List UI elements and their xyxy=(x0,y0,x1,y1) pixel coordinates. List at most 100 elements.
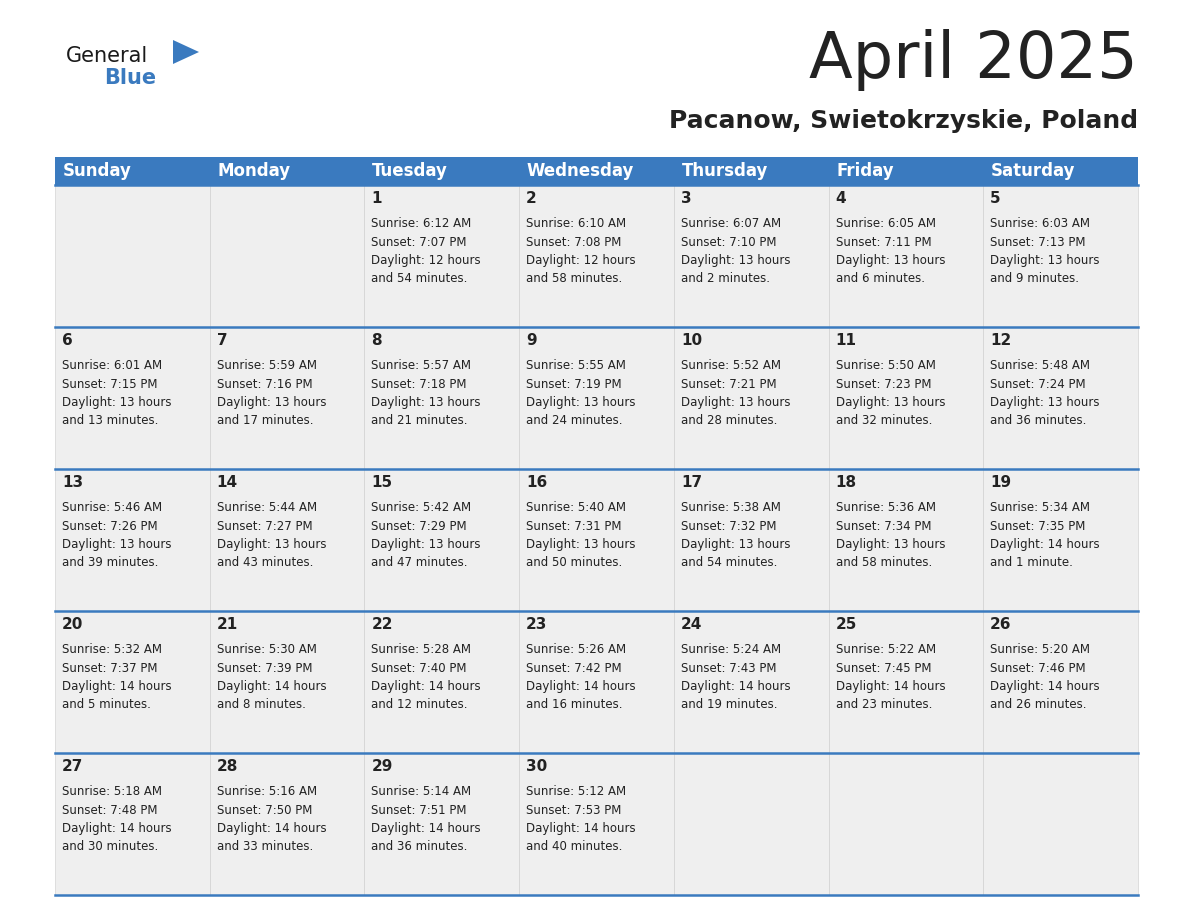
Bar xyxy=(365,157,519,185)
Text: Saturday: Saturday xyxy=(991,162,1075,180)
Text: Daylight: 14 hours: Daylight: 14 hours xyxy=(372,822,481,835)
Text: Sunset: 7:21 PM: Sunset: 7:21 PM xyxy=(681,377,777,390)
Text: Sunset: 7:31 PM: Sunset: 7:31 PM xyxy=(526,520,621,532)
Text: 24: 24 xyxy=(681,617,702,632)
Text: and 50 minutes.: and 50 minutes. xyxy=(526,556,623,569)
Text: 9: 9 xyxy=(526,333,537,348)
Text: Sunrise: 5:50 AM: Sunrise: 5:50 AM xyxy=(835,359,935,372)
Text: Tuesday: Tuesday xyxy=(372,162,448,180)
Text: 19: 19 xyxy=(991,475,1011,490)
Text: Sunset: 7:40 PM: Sunset: 7:40 PM xyxy=(372,662,467,675)
Bar xyxy=(365,469,519,611)
Text: Sunset: 7:51 PM: Sunset: 7:51 PM xyxy=(372,803,467,816)
Bar xyxy=(365,185,519,327)
Text: Daylight: 13 hours: Daylight: 13 hours xyxy=(835,254,944,267)
Text: Daylight: 14 hours: Daylight: 14 hours xyxy=(62,822,171,835)
Text: Sunrise: 6:12 AM: Sunrise: 6:12 AM xyxy=(372,217,472,230)
Text: and 12 minutes.: and 12 minutes. xyxy=(372,699,468,711)
Text: 6: 6 xyxy=(62,333,72,348)
Bar xyxy=(55,185,210,327)
Text: Sunset: 7:50 PM: Sunset: 7:50 PM xyxy=(216,803,312,816)
Text: Daylight: 13 hours: Daylight: 13 hours xyxy=(681,396,790,409)
Text: Daylight: 13 hours: Daylight: 13 hours xyxy=(991,396,1100,409)
Text: 3: 3 xyxy=(681,191,691,206)
Text: 2: 2 xyxy=(526,191,537,206)
Bar xyxy=(828,753,984,895)
Text: Sunrise: 5:30 AM: Sunrise: 5:30 AM xyxy=(216,643,316,656)
Text: Sunrise: 5:16 AM: Sunrise: 5:16 AM xyxy=(216,785,317,798)
Text: General: General xyxy=(67,46,148,66)
Text: Sunrise: 6:05 AM: Sunrise: 6:05 AM xyxy=(835,217,935,230)
Text: and 58 minutes.: and 58 minutes. xyxy=(526,273,623,285)
Text: Sunset: 7:08 PM: Sunset: 7:08 PM xyxy=(526,236,621,249)
Text: 7: 7 xyxy=(216,333,227,348)
Text: Daylight: 13 hours: Daylight: 13 hours xyxy=(216,396,327,409)
Bar xyxy=(210,157,365,185)
Text: Sunset: 7:37 PM: Sunset: 7:37 PM xyxy=(62,662,158,675)
Bar xyxy=(984,185,1138,327)
Text: Sunset: 7:35 PM: Sunset: 7:35 PM xyxy=(991,520,1086,532)
Text: and 13 minutes.: and 13 minutes. xyxy=(62,415,158,428)
Text: and 21 minutes.: and 21 minutes. xyxy=(372,415,468,428)
Text: Sunrise: 6:03 AM: Sunrise: 6:03 AM xyxy=(991,217,1091,230)
Text: 17: 17 xyxy=(681,475,702,490)
Text: and 47 minutes.: and 47 minutes. xyxy=(372,556,468,569)
Text: Daylight: 14 hours: Daylight: 14 hours xyxy=(526,680,636,693)
Bar xyxy=(674,611,828,753)
Text: and 19 minutes.: and 19 minutes. xyxy=(681,699,777,711)
Text: 4: 4 xyxy=(835,191,846,206)
Text: 14: 14 xyxy=(216,475,238,490)
Text: Daylight: 13 hours: Daylight: 13 hours xyxy=(62,396,171,409)
Text: Sunset: 7:48 PM: Sunset: 7:48 PM xyxy=(62,803,158,816)
Text: Sunset: 7:16 PM: Sunset: 7:16 PM xyxy=(216,377,312,390)
Text: 25: 25 xyxy=(835,617,857,632)
Text: Sunrise: 5:59 AM: Sunrise: 5:59 AM xyxy=(216,359,317,372)
Text: and 39 minutes.: and 39 minutes. xyxy=(62,556,158,569)
Text: Sunset: 7:15 PM: Sunset: 7:15 PM xyxy=(62,377,158,390)
Text: Sunrise: 5:32 AM: Sunrise: 5:32 AM xyxy=(62,643,162,656)
Text: and 54 minutes.: and 54 minutes. xyxy=(372,273,468,285)
Text: Sunrise: 5:14 AM: Sunrise: 5:14 AM xyxy=(372,785,472,798)
Text: Daylight: 14 hours: Daylight: 14 hours xyxy=(372,680,481,693)
Text: and 40 minutes.: and 40 minutes. xyxy=(526,841,623,854)
Text: 27: 27 xyxy=(62,759,83,774)
Text: 30: 30 xyxy=(526,759,548,774)
Text: Monday: Monday xyxy=(217,162,291,180)
Bar xyxy=(55,469,210,611)
Text: and 16 minutes.: and 16 minutes. xyxy=(526,699,623,711)
Text: 16: 16 xyxy=(526,475,548,490)
Text: and 36 minutes.: and 36 minutes. xyxy=(991,415,1087,428)
Bar xyxy=(519,327,674,469)
Text: April 2025: April 2025 xyxy=(809,29,1138,91)
Text: Sunset: 7:34 PM: Sunset: 7:34 PM xyxy=(835,520,931,532)
Text: Sunset: 7:24 PM: Sunset: 7:24 PM xyxy=(991,377,1086,390)
Text: 15: 15 xyxy=(372,475,392,490)
Text: and 32 minutes.: and 32 minutes. xyxy=(835,415,931,428)
Bar xyxy=(828,157,984,185)
Bar xyxy=(674,469,828,611)
Text: Daylight: 13 hours: Daylight: 13 hours xyxy=(835,396,944,409)
Text: 21: 21 xyxy=(216,617,238,632)
Text: Pacanow, Swietokrzyskie, Poland: Pacanow, Swietokrzyskie, Poland xyxy=(669,109,1138,133)
Text: 5: 5 xyxy=(991,191,1000,206)
Text: 11: 11 xyxy=(835,333,857,348)
Text: Sunrise: 5:42 AM: Sunrise: 5:42 AM xyxy=(372,501,472,514)
Text: Sunrise: 5:12 AM: Sunrise: 5:12 AM xyxy=(526,785,626,798)
Text: Sunset: 7:26 PM: Sunset: 7:26 PM xyxy=(62,520,158,532)
Bar xyxy=(984,327,1138,469)
Text: Sunset: 7:10 PM: Sunset: 7:10 PM xyxy=(681,236,776,249)
Bar xyxy=(828,611,984,753)
Text: 20: 20 xyxy=(62,617,83,632)
Bar xyxy=(674,185,828,327)
Text: 26: 26 xyxy=(991,617,1012,632)
Text: Sunrise: 5:22 AM: Sunrise: 5:22 AM xyxy=(835,643,936,656)
Text: Daylight: 12 hours: Daylight: 12 hours xyxy=(372,254,481,267)
Text: Sunrise: 6:10 AM: Sunrise: 6:10 AM xyxy=(526,217,626,230)
Text: Sunrise: 5:38 AM: Sunrise: 5:38 AM xyxy=(681,501,781,514)
Text: Sunset: 7:11 PM: Sunset: 7:11 PM xyxy=(835,236,931,249)
Text: Thursday: Thursday xyxy=(682,162,767,180)
Text: Sunset: 7:13 PM: Sunset: 7:13 PM xyxy=(991,236,1086,249)
Bar xyxy=(674,157,828,185)
Text: 12: 12 xyxy=(991,333,1011,348)
Text: Sunset: 7:43 PM: Sunset: 7:43 PM xyxy=(681,662,776,675)
